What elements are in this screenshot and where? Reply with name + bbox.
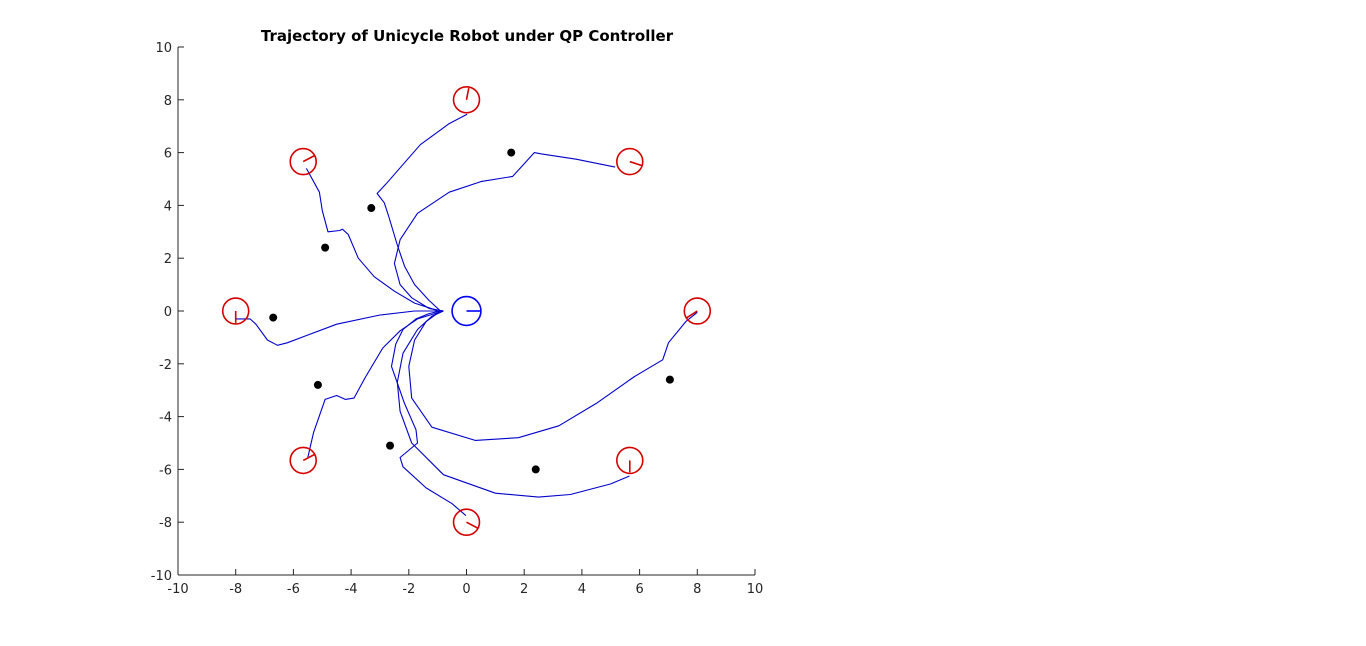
start-robot-circle — [452, 86, 481, 114]
x-tick-label: -10 — [167, 582, 188, 597]
y-tick-label: 2 — [164, 252, 172, 267]
chart-title: Trajectory of Unicycle Robot under QP Co… — [261, 27, 674, 45]
y-tick-label: 10 — [155, 41, 172, 56]
x-tick-label: 10 — [747, 582, 764, 597]
start-robot-heading — [465, 87, 470, 100]
start-robot-heading — [302, 453, 315, 462]
start-robot-heading — [302, 154, 315, 163]
start-robot-7 — [221, 297, 250, 325]
trajectory-line-2 — [393, 152, 616, 312]
start-robot-6 — [289, 446, 317, 475]
start-robot-heading — [466, 521, 479, 529]
start-robot-1 — [452, 86, 481, 114]
x-tick-label: 2 — [520, 582, 528, 597]
trajectory-line-3 — [408, 310, 698, 441]
obstacle-point-5 — [313, 380, 322, 389]
start-robot-circle — [616, 147, 644, 176]
trajectory-line-5 — [390, 310, 467, 517]
y-tick-label: -6 — [159, 463, 172, 478]
start-robot-circle — [221, 297, 250, 325]
trajectory-line-4 — [396, 310, 630, 498]
y-tick-label: -8 — [159, 516, 172, 531]
obstacle-point-3 — [321, 243, 330, 252]
trajectory-line-8 — [305, 168, 444, 312]
trajectory-line-6 — [307, 310, 444, 458]
y-tick-label: 0 — [164, 305, 172, 320]
x-tick-label: 8 — [693, 582, 701, 597]
obstacle-point-8 — [665, 375, 674, 384]
start-robot-heading — [686, 310, 698, 319]
start-robot-circle — [452, 508, 481, 536]
goal-robot — [451, 295, 482, 327]
start-robot-4 — [616, 446, 644, 475]
axes: -10 -8 -6 -4 -2 0 2 4 6 8 10 10 8 6 4 2 0 -2 -4 -6 -8 -10 — [151, 41, 764, 597]
x-tick-label: 4 — [578, 582, 586, 597]
x-tick-label: 6 — [635, 582, 643, 597]
trajectory-line-7 — [235, 310, 438, 346]
x-tick-label: -6 — [287, 582, 300, 597]
start-robot-2 — [616, 147, 644, 176]
trajectory-line-1 — [376, 113, 468, 312]
obstacle-point-1 — [507, 148, 516, 157]
y-tick-label: 4 — [164, 199, 172, 214]
obstacle-point-4 — [269, 313, 278, 322]
plot-area — [221, 86, 712, 536]
x-tick-label: -4 — [345, 582, 358, 597]
y-tick-label: 6 — [164, 147, 172, 162]
start-robot-3 — [683, 297, 712, 325]
start-robot-8 — [289, 147, 317, 176]
goal-robot-circle — [451, 295, 482, 327]
obstacle-point-7 — [531, 465, 540, 474]
x-tick-label: 0 — [462, 582, 470, 597]
obstacle-point-6 — [386, 441, 395, 450]
start-robot-circle — [289, 147, 317, 176]
obstacle-point-2 — [367, 204, 376, 213]
start-robot-circle — [616, 446, 644, 475]
y-tick-label: -4 — [159, 411, 172, 426]
y-tick-label: -10 — [151, 569, 172, 584]
y-tick-label: -2 — [159, 358, 172, 373]
x-tick-label: -8 — [229, 582, 242, 597]
x-tick-label: -2 — [402, 582, 415, 597]
start-robot-circle — [683, 297, 712, 325]
start-robot-circle — [289, 446, 317, 475]
y-tick-label: 8 — [164, 94, 172, 109]
start-robot-5 — [452, 508, 481, 536]
start-robot-heading — [629, 160, 643, 167]
